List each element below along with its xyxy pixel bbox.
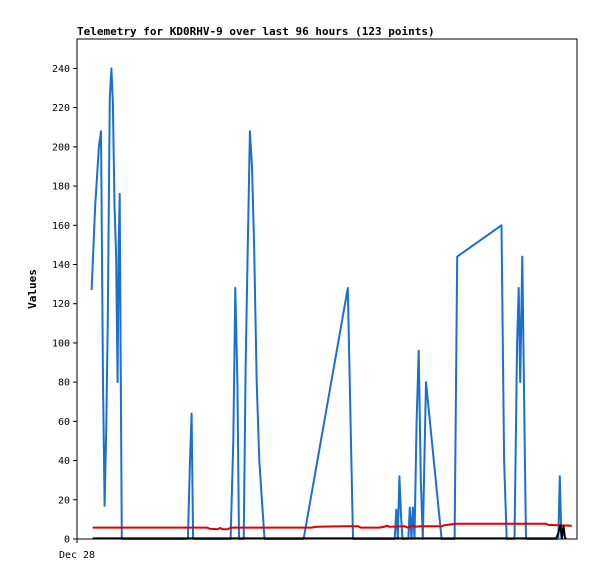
series-line-1 [92,522,572,531]
y-tick-label-240: 240 [52,64,70,75]
y-tick-label-40: 40 [58,456,70,467]
y-tick-label-160: 160 [52,221,70,232]
y-tick-label-0: 0 [64,535,70,546]
y-tick-label-200: 200 [52,142,70,153]
y-axis-label: Values [26,269,39,309]
y-tick-label-80: 80 [58,378,70,389]
plot-frame [76,38,578,540]
y-tick-label-220: 220 [52,103,70,114]
y-tick-label-100: 100 [52,338,70,349]
x-tick-label-0: Dec 28 [59,550,95,561]
y-tick-label-140: 140 [52,260,70,271]
y-axis-ticks: 0 20 40 60 80 100 120 140 160 180 200 220 240 [52,64,77,546]
y-tick-label-60: 60 [58,417,70,428]
series-line-2 [92,524,567,540]
series-layer [90,67,572,540]
y-tick-label-20: 20 [58,495,70,506]
x-axis-ticks: Dec 28 [59,539,95,561]
y-tick-label-180: 180 [52,182,70,193]
chart-title: Telemetry for KD0RHV-9 over last 96 hour… [77,25,435,38]
y-tick-label-120: 120 [52,299,70,310]
series-line-0 [90,67,563,540]
